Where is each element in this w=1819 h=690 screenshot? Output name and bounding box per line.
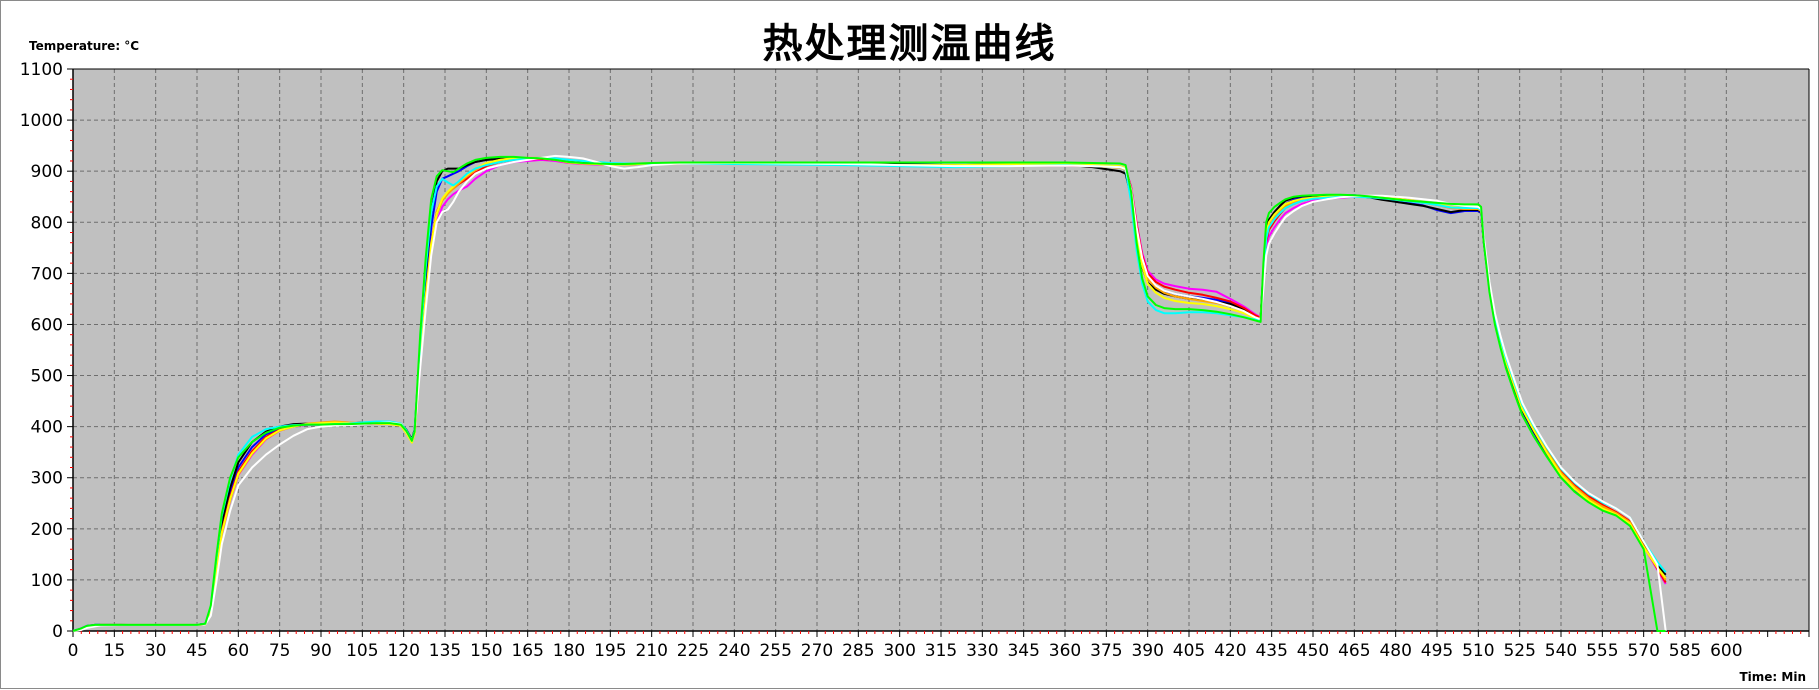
y-tick-label: 900 (31, 162, 63, 182)
x-tick-label: 45 (186, 641, 208, 661)
x-tick-label: 150 (470, 641, 502, 661)
x-tick-label: 300 (883, 641, 915, 661)
x-tick-label: 495 (1421, 641, 1453, 661)
y-tick-label: 700 (31, 264, 63, 284)
y-tick-label: 1000 (20, 111, 63, 131)
x-tick-label: 360 (1049, 641, 1081, 661)
x-tick-label: 525 (1503, 641, 1535, 661)
y-tick-label: 600 (31, 315, 63, 335)
y-axis-label: Temperature: °C (29, 39, 140, 53)
chart-title: 热处理测温曲线 (762, 20, 1057, 67)
x-tick-label: 105 (346, 641, 378, 661)
x-tick-label: 255 (759, 641, 791, 661)
x-tick-label: 600 (1710, 641, 1742, 661)
x-tick-label: 465 (1338, 641, 1370, 661)
x-tick-label: 120 (387, 641, 419, 661)
x-tick-label: 540 (1545, 641, 1577, 661)
x-tick-label: 180 (553, 641, 585, 661)
x-tick-label: 555 (1586, 641, 1618, 661)
x-tick-label: 75 (269, 641, 291, 661)
x-tick-label: 405 (1173, 641, 1205, 661)
y-tick-label: 200 (31, 520, 63, 540)
y-tick-label: 300 (31, 469, 63, 489)
x-tick-label: 570 (1627, 641, 1659, 661)
x-tick-label: 315 (925, 641, 957, 661)
x-tick-label: 165 (511, 641, 543, 661)
x-axis-label: Time: Min (1739, 670, 1806, 684)
x-tick-label: 195 (594, 641, 626, 661)
x-tick-label: 390 (1131, 641, 1163, 661)
x-tick-label: 210 (635, 641, 667, 661)
x-tick-label: 30 (145, 641, 167, 661)
x-tick-label: 435 (1255, 641, 1287, 661)
x-tick-label: 225 (677, 641, 709, 661)
y-tick-label: 500 (31, 367, 63, 387)
y-tick-label: 100 (31, 571, 63, 591)
x-tick-label: 480 (1379, 641, 1411, 661)
x-tick-label: 585 (1669, 641, 1701, 661)
x-tick-label: 240 (718, 641, 750, 661)
x-tick-label: 510 (1462, 641, 1494, 661)
y-tick-label: 1100 (20, 60, 63, 80)
x-tick-label: 375 (1090, 641, 1122, 661)
y-tick-label: 0 (52, 622, 63, 642)
series-line-8 (72, 154, 1667, 632)
x-tick-label: 330 (966, 641, 998, 661)
x-tick-label: 60 (228, 641, 250, 661)
x-tick-label: 270 (801, 641, 833, 661)
x-tick-label: 450 (1297, 641, 1329, 661)
x-tick-label: 135 (429, 641, 461, 661)
y-tick-label: 800 (31, 213, 63, 233)
x-tick-label: 345 (1007, 641, 1039, 661)
y-tick-label: 400 (31, 418, 63, 438)
x-tick-label: 90 (310, 641, 332, 661)
series-line-9 (72, 155, 1666, 632)
x-tick-label: 285 (842, 641, 874, 661)
x-tick-label: 420 (1214, 641, 1246, 661)
x-tick-label: 0 (68, 641, 79, 661)
x-tick-label: 15 (104, 641, 126, 661)
